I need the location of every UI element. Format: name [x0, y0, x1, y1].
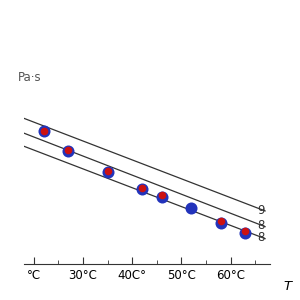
Point: [41, 128, 46, 133]
Point: [140, 185, 145, 190]
Point: [159, 193, 164, 197]
Point: [140, 187, 145, 192]
Point: [66, 149, 71, 154]
Point: [41, 129, 46, 134]
X-axis label: T: T: [283, 280, 291, 293]
Point: [189, 206, 194, 211]
Text: 8: 8: [258, 231, 265, 244]
Point: [218, 220, 223, 225]
Point: [243, 229, 248, 233]
Point: [66, 147, 71, 152]
Point: [105, 168, 110, 173]
Point: [105, 169, 110, 174]
Point: [159, 195, 164, 200]
Point: [243, 231, 248, 236]
Point: [218, 218, 223, 223]
Text: 8: 8: [258, 219, 265, 232]
Text: Pa·s: Pa·s: [18, 71, 42, 84]
Text: 9: 9: [258, 204, 265, 217]
